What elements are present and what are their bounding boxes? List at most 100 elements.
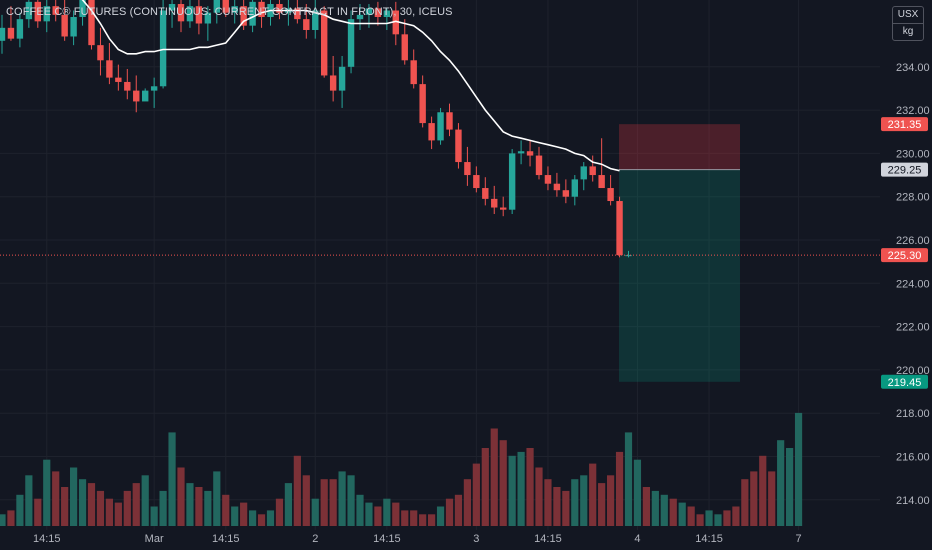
candle-body <box>625 255 632 257</box>
candle-body <box>43 6 50 22</box>
entry-price-badge-bg <box>881 162 928 177</box>
candle-body <box>365 8 373 15</box>
moving-average-line <box>81 0 620 172</box>
candle-body <box>115 77 122 82</box>
entry-price-badge: 229.25 <box>888 165 922 177</box>
y-tick-label: 224.00 <box>896 278 930 290</box>
volume-bar <box>553 487 561 526</box>
short-position-tool[interactable] <box>619 124 740 382</box>
candle-body <box>204 12 212 24</box>
candle-body <box>25 1 33 20</box>
volume-bar <box>114 502 122 526</box>
candle-body <box>562 190 570 197</box>
volume-bar <box>508 455 516 526</box>
stop-price-badge-bg <box>881 117 928 132</box>
volume-bar <box>750 471 758 526</box>
candle-body <box>159 10 167 87</box>
candle-body <box>598 175 605 189</box>
candle-body <box>7 27 15 39</box>
candle-body <box>419 84 426 124</box>
candle-body <box>177 4 185 22</box>
y-tick-label: 220.00 <box>896 365 930 377</box>
volume-bar <box>177 467 185 526</box>
volume-bar <box>320 479 328 526</box>
volume-bar <box>696 514 704 526</box>
last-price-badge-bg <box>881 248 928 263</box>
candlestick-series <box>0 0 632 258</box>
volume-bar <box>302 475 310 526</box>
volume-bar <box>356 494 364 526</box>
volume-bar <box>275 498 284 526</box>
weight-unit[interactable]: kg <box>893 23 923 40</box>
x-tick-label: 7 <box>795 533 801 545</box>
volume-bar <box>777 440 785 526</box>
currency-unit[interactable]: USX <box>897 9 919 20</box>
candle-body <box>276 4 283 13</box>
candle-body <box>213 0 220 13</box>
candle-body <box>312 10 319 30</box>
ma-polyline <box>81 0 620 172</box>
time-axis[interactable]: 14:15 Mar 14:15 2 14:15 3 14:15 4 14:15 7 <box>33 533 802 545</box>
volume-bar <box>293 455 301 526</box>
volume-bar <box>34 498 42 526</box>
y-tick-label: 230.00 <box>896 148 930 160</box>
y-tick-label: 222.00 <box>896 322 930 334</box>
volume-bar <box>598 483 606 526</box>
candle-body <box>580 166 587 180</box>
volume-bar <box>445 498 454 526</box>
volume-bar <box>249 510 257 526</box>
candle-body <box>150 86 158 91</box>
volume-bar <box>123 490 131 526</box>
x-tick-label: 3 <box>473 533 479 545</box>
candle-body <box>231 6 238 13</box>
candle-body <box>553 183 561 191</box>
volume-bar <box>651 490 659 526</box>
volume-bar <box>454 494 463 526</box>
volume-bar <box>642 487 650 526</box>
volume-bar <box>392 502 400 526</box>
volume-bar <box>633 459 642 526</box>
volume-bar <box>580 475 588 526</box>
volume-bar <box>96 490 105 526</box>
volume-bar <box>678 502 686 526</box>
volume-bar <box>87 483 96 526</box>
unit-selector[interactable]: USX kg <box>892 6 924 41</box>
volume-bar <box>105 498 113 526</box>
take-profit-zone <box>619 169 740 382</box>
y-tick-label: 234.00 <box>896 62 930 74</box>
volume-bar <box>195 487 203 526</box>
price-axis[interactable]: 214.00 216.00 218.00 220.00 222.00 224.00 226.… <box>896 62 930 507</box>
candle-body <box>133 90 140 102</box>
volume-bar <box>231 506 239 526</box>
volume-bar <box>266 510 275 526</box>
volume-bar <box>490 428 498 526</box>
candle-body <box>240 6 247 26</box>
stop-loss-zone <box>619 124 740 170</box>
candle-body <box>61 14 68 37</box>
volume-bar <box>705 510 713 526</box>
volume-bars <box>0 412 803 526</box>
volume-bar <box>463 479 471 526</box>
volume-bar <box>159 490 167 526</box>
candle-body <box>491 198 498 208</box>
candle-body <box>338 66 346 91</box>
grid-lines <box>0 0 880 530</box>
volume-bar <box>732 506 740 526</box>
candle-body <box>97 45 104 61</box>
candle-body <box>294 8 301 20</box>
candle-body <box>410 60 417 85</box>
candle-body <box>52 6 59 15</box>
candle-body <box>329 75 337 91</box>
price-badges: 231.35 229.25 225.30 219.45 <box>881 117 928 389</box>
volume-bar <box>669 498 677 526</box>
candle-body <box>303 19 310 30</box>
volume-bar <box>544 479 552 526</box>
candle-body <box>88 0 95 46</box>
volume-bar <box>419 514 427 526</box>
candle-body <box>356 14 364 20</box>
x-tick-label: 2 <box>312 533 318 545</box>
candle-body <box>464 162 471 176</box>
candle-body <box>535 155 543 176</box>
volume-bar <box>615 451 624 526</box>
